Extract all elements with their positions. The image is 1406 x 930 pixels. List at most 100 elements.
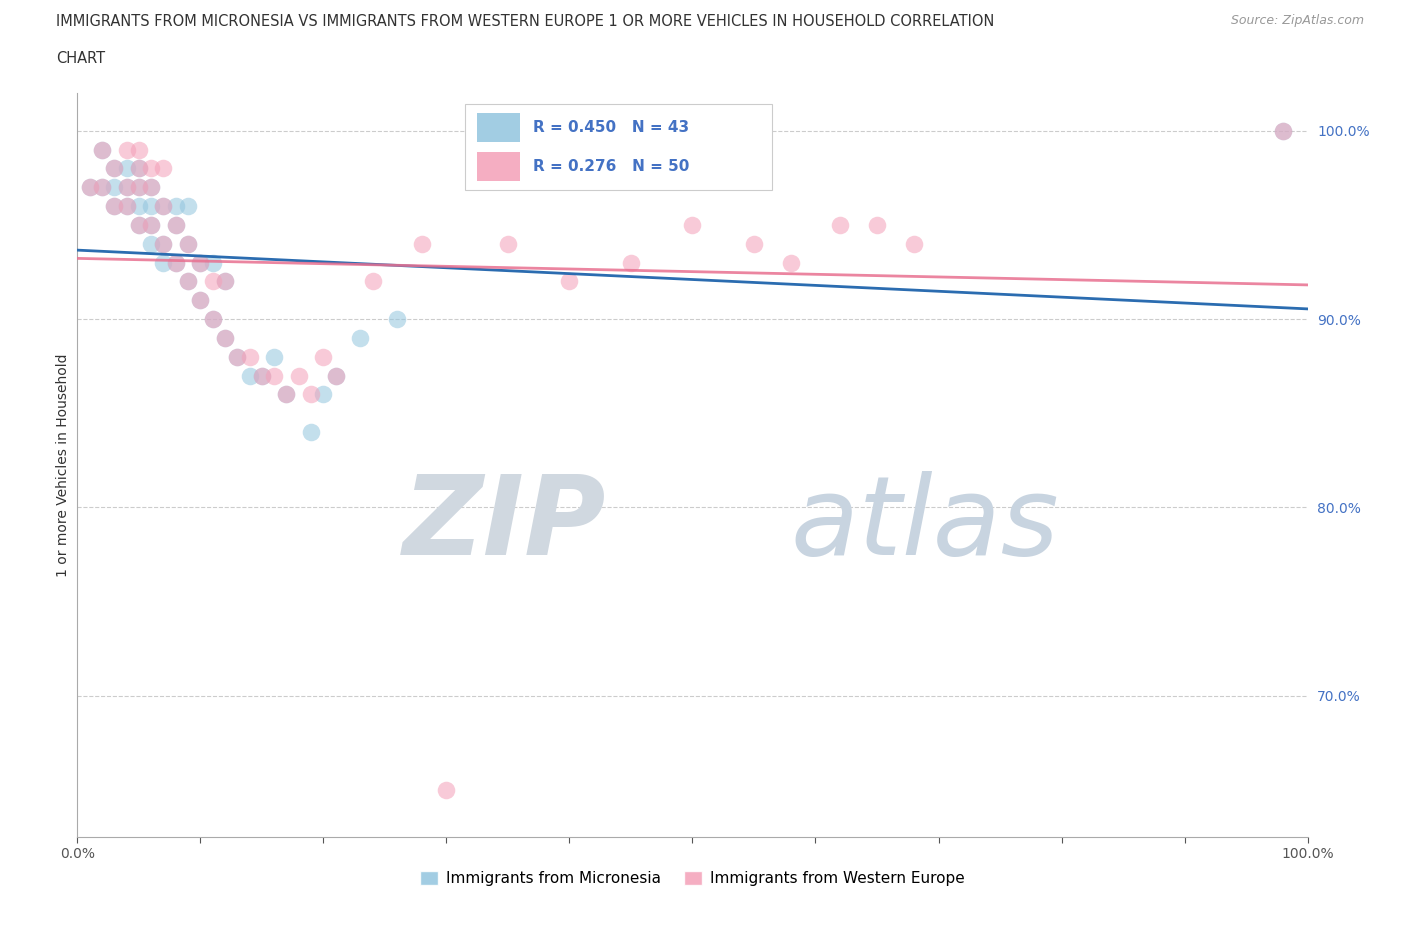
Text: CHART: CHART (56, 51, 105, 66)
Point (239, 368, 262, 383)
Y-axis label: 1 or more Vehicles in Household: 1 or more Vehicles in Household (56, 353, 70, 577)
Point (385, 312, 409, 326)
Point (141, 161, 163, 176)
Point (558, 274, 581, 289)
Point (312, 387, 335, 402)
Point (682, 218, 704, 232)
Point (325, 368, 347, 383)
Point (128, 161, 150, 176)
Point (214, 330, 236, 345)
Point (263, 350, 285, 365)
Point (90, 179, 114, 194)
Point (263, 368, 285, 383)
Point (299, 387, 322, 402)
Point (188, 293, 212, 308)
Point (177, 199, 200, 214)
Point (103, 199, 125, 214)
Point (742, 236, 765, 251)
Legend: Immigrants from Micronesia, Immigrants from Western Europe: Immigrants from Micronesia, Immigrants f… (413, 865, 972, 893)
Point (115, 142, 138, 157)
Point (128, 179, 150, 194)
Point (103, 161, 125, 176)
Point (188, 293, 212, 308)
Point (90, 179, 114, 194)
Point (165, 218, 187, 232)
Point (201, 312, 224, 326)
Point (128, 142, 150, 157)
Point (152, 199, 174, 214)
Point (79, 179, 101, 194)
Point (115, 179, 138, 194)
Point (128, 218, 150, 232)
Point (411, 236, 433, 251)
Point (201, 255, 224, 270)
Point (312, 350, 335, 365)
Point (141, 218, 163, 232)
Point (830, 218, 852, 232)
Point (177, 236, 200, 251)
Point (226, 350, 249, 365)
Point (165, 255, 187, 270)
Point (299, 425, 322, 440)
Point (177, 274, 200, 289)
Point (866, 218, 889, 232)
Point (128, 199, 150, 214)
Point (90, 142, 114, 157)
Point (620, 255, 643, 270)
Text: ZIP: ZIP (404, 471, 606, 578)
Point (1272, 124, 1295, 139)
Point (141, 218, 163, 232)
Point (165, 199, 187, 214)
Point (496, 236, 519, 251)
Point (103, 199, 125, 214)
Point (103, 179, 125, 194)
Point (79, 179, 101, 194)
Point (188, 255, 212, 270)
Text: Source: ZipAtlas.com: Source: ZipAtlas.com (1230, 14, 1364, 27)
Point (903, 236, 925, 251)
Point (115, 199, 138, 214)
Point (250, 368, 273, 383)
Point (115, 199, 138, 214)
Point (201, 274, 224, 289)
Point (103, 161, 125, 176)
Point (276, 387, 298, 402)
Point (201, 312, 224, 326)
Point (226, 350, 249, 365)
Point (128, 218, 150, 232)
Point (141, 179, 163, 194)
Point (152, 199, 174, 214)
Point (152, 236, 174, 251)
Point (141, 199, 163, 214)
Point (325, 368, 347, 383)
Point (177, 274, 200, 289)
Point (152, 236, 174, 251)
Point (1272, 124, 1295, 139)
Point (188, 255, 212, 270)
Point (128, 179, 150, 194)
Point (177, 236, 200, 251)
Text: atlas: atlas (792, 471, 1060, 578)
Point (780, 255, 803, 270)
Point (128, 161, 150, 176)
Point (152, 161, 174, 176)
Point (165, 218, 187, 232)
Point (436, 782, 458, 797)
Point (115, 161, 138, 176)
Point (214, 274, 236, 289)
Point (239, 350, 262, 365)
Point (288, 368, 311, 383)
Point (141, 236, 163, 251)
Point (276, 387, 298, 402)
Point (214, 274, 236, 289)
Point (361, 274, 384, 289)
Text: IMMIGRANTS FROM MICRONESIA VS IMMIGRANTS FROM WESTERN EUROPE 1 OR MORE VEHICLES : IMMIGRANTS FROM MICRONESIA VS IMMIGRANTS… (56, 14, 994, 29)
Point (152, 255, 174, 270)
Point (250, 368, 273, 383)
Point (349, 330, 371, 345)
Point (90, 142, 114, 157)
Point (141, 179, 163, 194)
Point (115, 179, 138, 194)
Point (165, 255, 187, 270)
Point (214, 330, 236, 345)
